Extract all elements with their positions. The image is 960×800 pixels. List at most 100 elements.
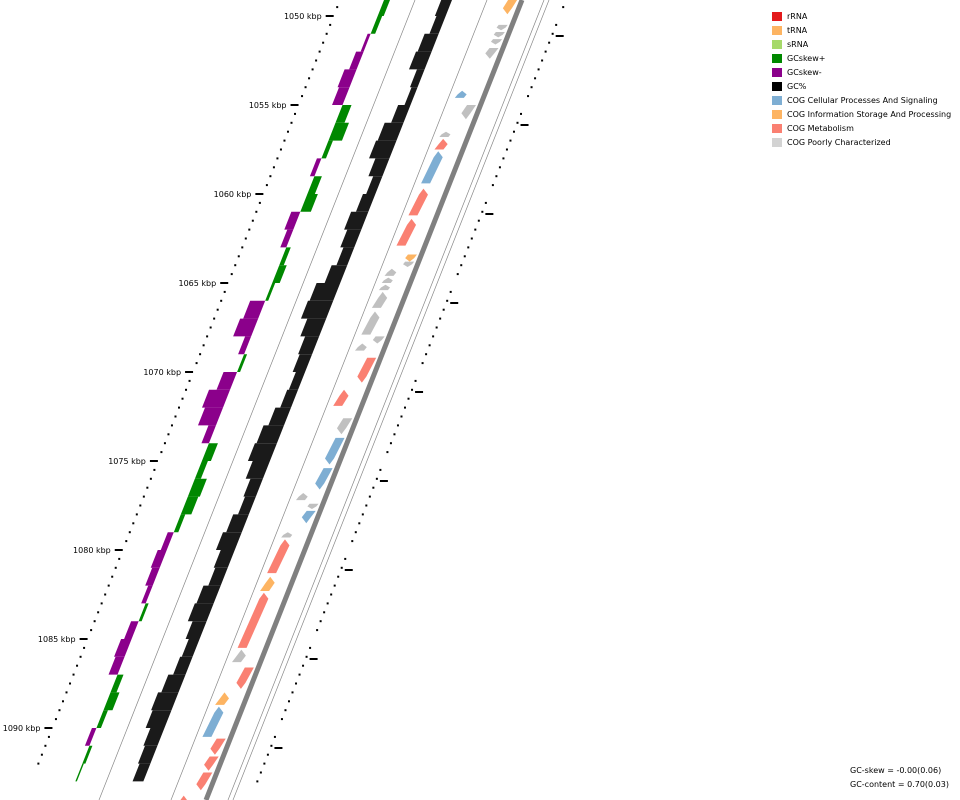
gcskew-positive xyxy=(272,265,287,283)
minor-tick xyxy=(336,6,339,9)
right-dot xyxy=(340,566,343,569)
right-dot xyxy=(368,495,371,498)
right-dot xyxy=(435,326,438,329)
feature-arrow-cog-metabolism xyxy=(396,218,417,246)
right-dot xyxy=(463,255,466,258)
right-dot xyxy=(305,655,308,658)
right-dot xyxy=(495,175,498,178)
legend-swatch-gc-percent xyxy=(772,81,782,91)
legend-label-gcskew-plus: GCskew+ xyxy=(787,53,826,63)
gcskew-positive xyxy=(335,105,352,123)
tick-label: 1050 kbp xyxy=(284,12,322,21)
gcskew-positive xyxy=(300,194,318,212)
gc-content-bar xyxy=(300,318,327,337)
right-dot xyxy=(389,442,392,445)
right-dot xyxy=(439,317,442,320)
minor-tick xyxy=(265,184,268,187)
feature-arrow-cog-poorly-characterized xyxy=(461,105,477,120)
minor-tick xyxy=(322,41,325,44)
right-dot xyxy=(351,540,354,543)
right-dot xyxy=(509,139,512,142)
gcskew-positive xyxy=(370,16,383,34)
right-dot xyxy=(537,68,540,71)
gc-content-stat: GC-content = 0.70(0.03) xyxy=(850,780,949,789)
right-dot xyxy=(449,290,452,293)
gc-content-bar xyxy=(324,265,348,283)
legend-swatch-cog-information xyxy=(772,109,782,119)
guide-line xyxy=(170,0,488,800)
minor-tick xyxy=(223,290,226,293)
minor-tick xyxy=(230,273,233,276)
minor-tick xyxy=(248,228,251,231)
legend-label-cog-metabolism: COG Metabolism xyxy=(787,123,854,133)
minor-tick xyxy=(209,326,212,329)
gcskew-positive xyxy=(75,763,84,782)
minor-tick xyxy=(83,646,86,649)
gcskew-negative xyxy=(197,407,223,426)
gcskew-positive xyxy=(377,0,390,16)
feature-arrow-cog-poorly-characterized xyxy=(381,277,393,283)
minor-tick xyxy=(255,210,258,213)
legend-item-gc-percent: GC% xyxy=(772,79,957,93)
guide-line xyxy=(227,0,545,800)
tick-label: 1060 kbp xyxy=(214,190,252,199)
gcskew-positive xyxy=(321,140,333,159)
gcskew-negative xyxy=(337,69,357,88)
minor-tick xyxy=(213,317,216,320)
right-dot xyxy=(411,388,414,391)
legend-label-cog-poorly: COG Poorly Characterized xyxy=(787,137,891,147)
feature-arrow-cog-metabolism xyxy=(267,539,290,574)
gcskew-negative xyxy=(309,158,322,177)
feature-track xyxy=(180,0,518,800)
right-dot xyxy=(354,531,357,534)
right-dot xyxy=(361,513,364,516)
right-dot xyxy=(358,522,361,525)
right-dot xyxy=(548,41,551,44)
gcskew-positive xyxy=(265,283,276,301)
legend-label-srna: sRNA xyxy=(787,39,809,49)
legend-label-gc-percent: GC% xyxy=(787,81,807,91)
gc-content-bar xyxy=(391,105,411,123)
gcskew-positive xyxy=(201,443,218,461)
minor-tick xyxy=(294,112,297,115)
gcskew-positive xyxy=(328,122,349,141)
minor-tick xyxy=(311,68,314,71)
minor-tick xyxy=(244,237,247,240)
right-dot xyxy=(544,50,547,53)
legend-swatch-cog-poorly xyxy=(772,137,782,147)
minor-tick xyxy=(132,522,135,525)
right-dot xyxy=(287,700,290,703)
gc-content-bar xyxy=(368,158,390,177)
feature-arrow-cog-metabolism xyxy=(357,357,377,383)
feature-arrow-trna xyxy=(405,254,417,262)
legend-label-cog-cellular: COG Cellular Processes And Signaling xyxy=(787,95,938,105)
gcskew-positive xyxy=(82,745,93,764)
right-dot xyxy=(326,602,329,605)
gcskew-positive xyxy=(103,692,120,711)
right-dot xyxy=(256,780,259,783)
minor-tick xyxy=(177,406,180,409)
right-dot xyxy=(502,157,505,160)
feature-arrow-cog-poorly-characterized xyxy=(439,131,451,138)
minor-tick xyxy=(286,130,289,133)
gc-content-bar xyxy=(245,461,270,479)
right-dot xyxy=(270,744,273,747)
minor-tick xyxy=(234,264,237,267)
right-dot xyxy=(527,95,530,98)
feature-arrow-trna xyxy=(502,0,518,15)
tick-label: 1070 kbp xyxy=(143,368,181,377)
minor-tick xyxy=(125,540,128,543)
right-dot xyxy=(365,504,368,507)
legend-label-trna: tRNA xyxy=(787,25,808,35)
minor-tick xyxy=(199,353,202,356)
gc-content-bar xyxy=(137,745,158,764)
right-dot xyxy=(562,6,565,9)
minor-tick xyxy=(37,762,40,765)
gc-content-bar xyxy=(256,425,284,444)
minor-tick xyxy=(167,433,170,436)
minor-tick xyxy=(170,424,173,427)
gc-content-bar xyxy=(151,692,179,711)
legend-item-gcskew-minus: GCskew- xyxy=(772,65,957,79)
right-dot xyxy=(273,735,276,738)
gc-content-bar xyxy=(132,763,151,782)
